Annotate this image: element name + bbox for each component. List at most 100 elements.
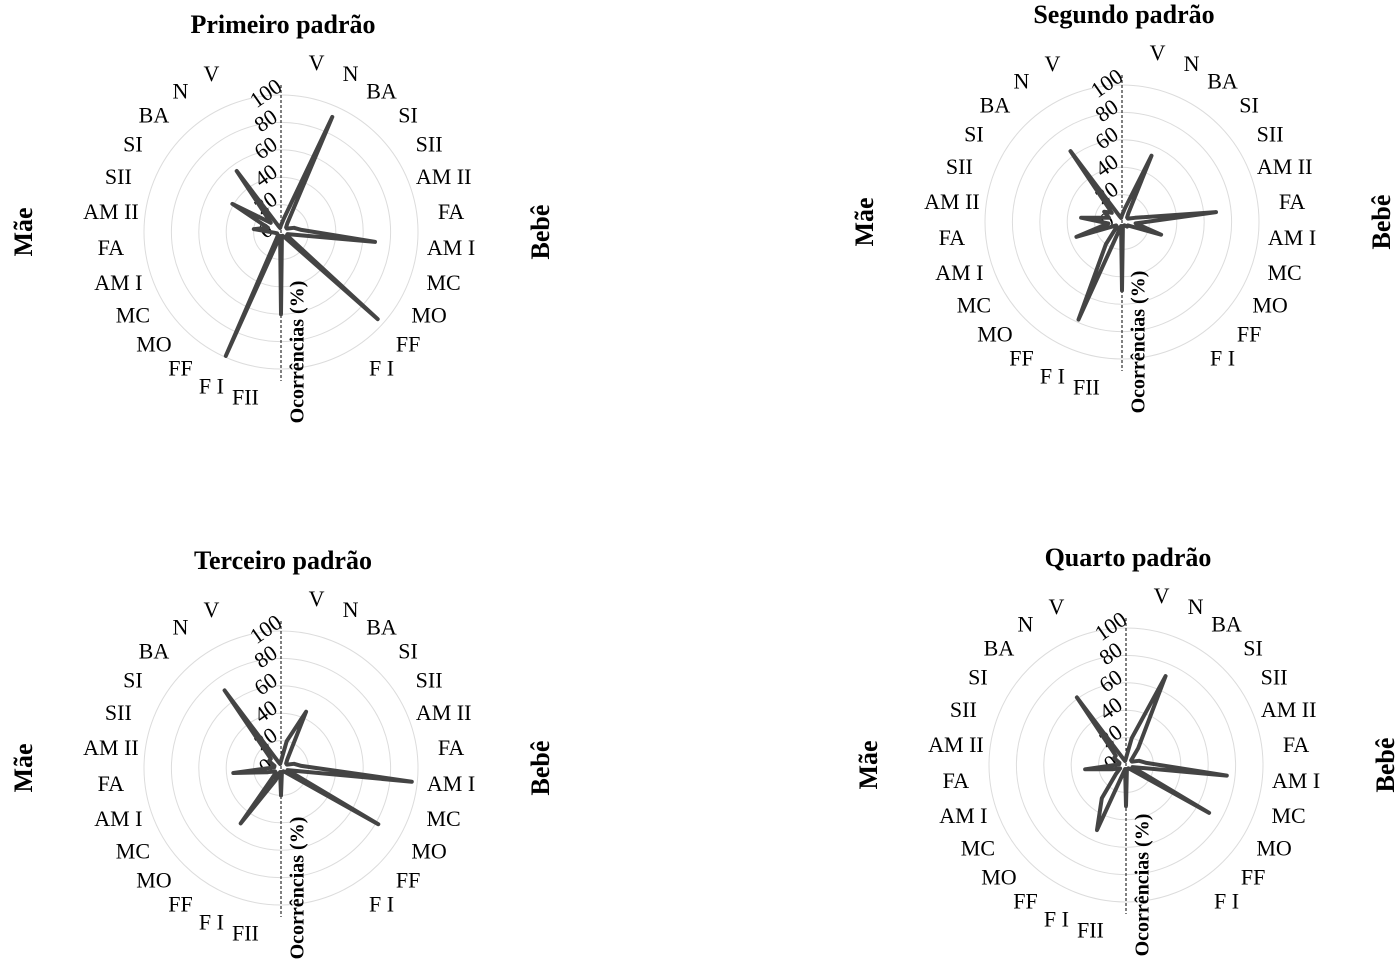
category-label: BA — [139, 639, 170, 664]
category-label: MC — [116, 303, 150, 328]
chart-title: Terceiro padrão — [194, 546, 372, 575]
category-label: FII — [232, 384, 259, 409]
category-label: SI — [123, 668, 143, 693]
category-label: AM II — [928, 732, 984, 757]
category-label: AM II — [1257, 154, 1313, 179]
category-label: SII — [946, 154, 973, 179]
category-label: FII — [1077, 917, 1104, 942]
r-tick-label: 100 — [1090, 606, 1131, 645]
right-label: Bebê — [526, 205, 555, 260]
category-label: MO — [1256, 836, 1291, 861]
category-label: FF — [1013, 888, 1037, 913]
r-axis-label: Ocorrências (%) — [287, 281, 309, 424]
category-label: F I — [199, 373, 224, 398]
category-label: MO — [411, 839, 446, 864]
category-label: N — [343, 61, 359, 86]
category-label: V — [1045, 51, 1061, 76]
grid-circle — [198, 685, 364, 851]
r-tick-label: 40 — [1094, 692, 1126, 725]
category-label: MC — [961, 836, 995, 861]
category-label: FA — [1283, 732, 1310, 757]
category-label: SI — [968, 665, 988, 690]
r-tick-label: 100 — [1086, 63, 1127, 102]
right-label: Bebê — [1367, 195, 1396, 250]
radar-line — [1068, 149, 1218, 322]
category-label: AM I — [1268, 225, 1316, 250]
category-label: SII — [1257, 122, 1284, 147]
left-label: Mãe — [854, 740, 883, 789]
category-label: FII — [1073, 374, 1100, 399]
category-label: F I — [1044, 906, 1069, 931]
category-label: MC — [427, 806, 461, 831]
category-label: FF — [1009, 345, 1033, 370]
category-label: F I — [369, 891, 394, 916]
category-label: AM I — [94, 270, 142, 295]
category-label: BA — [980, 93, 1011, 118]
category-label: N — [173, 615, 189, 640]
category-label: SII — [105, 700, 132, 725]
category-label: MO — [1252, 293, 1287, 318]
r-tick-label: 60 — [249, 131, 281, 164]
category-label: MO — [977, 321, 1012, 346]
category-label: AM I — [94, 806, 142, 831]
grid-circle — [1043, 682, 1209, 848]
category-label: AM II — [83, 735, 139, 760]
category-label: FF — [168, 355, 192, 380]
r-axis-label: Ocorrências (%) — [1132, 814, 1154, 957]
category-label: V — [1049, 594, 1065, 619]
category-label: BA — [1211, 612, 1242, 637]
r-axis-label: Ocorrências (%) — [287, 817, 309, 960]
category-label: AM II — [416, 164, 472, 189]
category-label: V — [309, 50, 325, 75]
radar-line — [1074, 674, 1229, 833]
category-label: SI — [398, 639, 418, 664]
category-label: FII — [232, 920, 259, 945]
category-label: F I — [1214, 888, 1239, 913]
category-label: N — [1188, 594, 1204, 619]
category-label: FA — [939, 225, 966, 250]
category-label: MO — [136, 867, 171, 892]
category-label: AM I — [935, 260, 983, 285]
category-label: SII — [105, 164, 132, 189]
r-tick-label: 100 — [245, 609, 286, 648]
category-label: FA — [98, 235, 125, 260]
left-label: Mãe — [9, 207, 38, 256]
r-axis-label: Ocorrências (%) — [1128, 271, 1150, 414]
r-tick-label: 80 — [1090, 94, 1122, 127]
category-label: V — [1150, 40, 1166, 65]
category-label: AM I — [427, 235, 475, 260]
chart-title: Quarto padrão — [1045, 543, 1212, 572]
r-tick-label: 40 — [249, 695, 281, 728]
category-label: N — [1184, 51, 1200, 76]
category-label: FA — [98, 771, 125, 796]
category-label: BA — [1207, 69, 1238, 94]
category-label: V — [204, 597, 220, 622]
r-tick-label: 40 — [1090, 149, 1122, 182]
category-label: SII — [1261, 665, 1288, 690]
chart-title: Segundo padrão — [1033, 0, 1214, 29]
category-label: AM II — [83, 199, 139, 224]
category-label: F I — [199, 909, 224, 934]
r-tick-label: 40 — [249, 159, 281, 192]
category-label: SII — [416, 668, 443, 693]
category-label: SI — [1239, 93, 1259, 118]
left-label: Mãe — [9, 743, 38, 792]
category-label: AM I — [939, 803, 987, 828]
category-label: SII — [416, 132, 443, 157]
r-tick-label: 60 — [249, 667, 281, 700]
category-label: MO — [981, 864, 1016, 889]
category-label: MO — [136, 331, 171, 356]
category-label: MC — [427, 270, 461, 295]
category-label: N — [1018, 612, 1034, 637]
category-label: MC — [957, 293, 991, 318]
right-label: Bebê — [526, 741, 555, 796]
category-label: SII — [950, 697, 977, 722]
category-label: FA — [943, 768, 970, 793]
right-label: Bebê — [1371, 738, 1399, 793]
category-label: FF — [396, 867, 420, 892]
r-tick-label: 80 — [1094, 637, 1126, 670]
category-label: AM I — [427, 771, 475, 796]
category-label: V — [1154, 583, 1170, 608]
category-label: FA — [438, 199, 465, 224]
